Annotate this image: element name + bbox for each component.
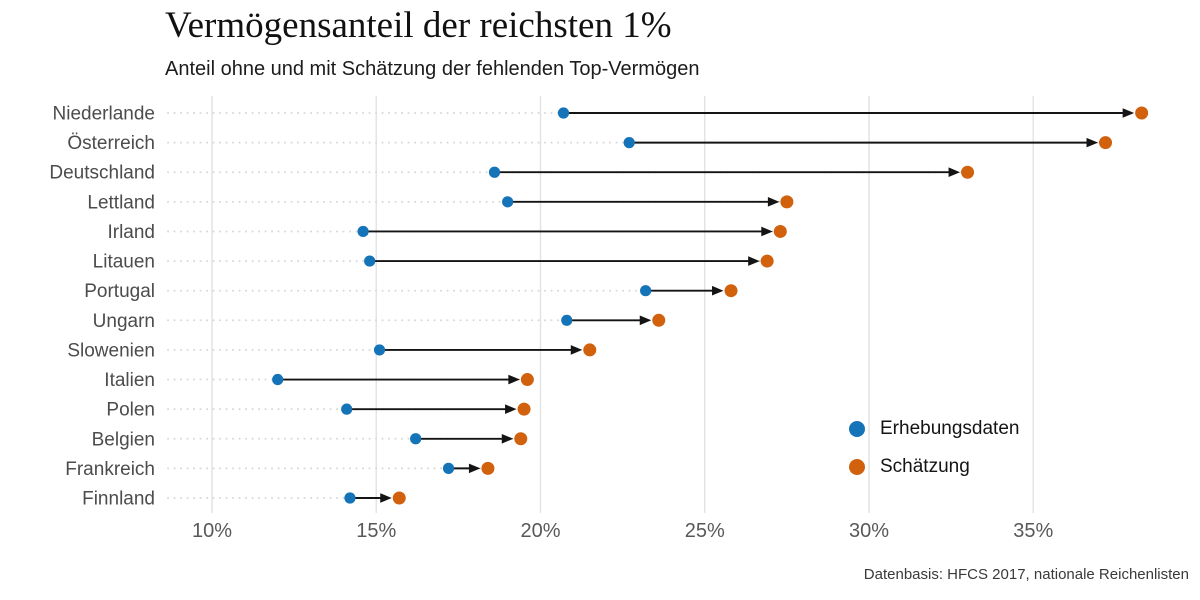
legend: Erhebungsdaten Schätzung — [849, 411, 1019, 484]
data-source-note: Datenbasis: HFCS 2017, nationale Reichen… — [863, 566, 1189, 583]
dot-schaetzung — [780, 195, 794, 209]
country-label: Lettland — [87, 192, 155, 213]
dot-schaetzung — [760, 254, 774, 268]
dot-schaetzung — [520, 373, 534, 387]
country-label: Frankreich — [65, 459, 155, 480]
schaetzung-dot-icon — [849, 458, 865, 475]
x-tick-label: 10% — [192, 520, 232, 542]
country-label: Deutschland — [49, 163, 155, 184]
legend-item-schaetzung: Schätzung — [849, 449, 1019, 484]
dot-schaetzung — [517, 402, 531, 416]
dot-erhebungsdaten — [344, 492, 356, 504]
arrowhead-icon — [508, 374, 520, 385]
country-label: Slowenien — [67, 340, 155, 361]
country-label: Portugal — [84, 281, 155, 302]
arrowhead-icon — [468, 463, 481, 474]
country-label: Österreich — [67, 133, 155, 154]
country-label: Belgien — [92, 429, 155, 450]
dot-schaetzung — [724, 284, 738, 298]
country-label: Irland — [107, 222, 155, 243]
country-label: Niederlande — [53, 104, 155, 125]
dot-schaetzung — [1135, 106, 1149, 120]
dot-erhebungsdaten — [442, 462, 455, 474]
arrowhead-icon — [1122, 108, 1135, 118]
dot-schaetzung — [652, 313, 666, 327]
arrowhead-icon — [948, 167, 961, 178]
x-tick-label: 25% — [685, 520, 725, 542]
dot-erhebungsdaten — [364, 255, 376, 267]
dot-erhebungsdaten — [341, 403, 353, 415]
dot-erhebungsdaten — [357, 225, 369, 238]
dot-erhebungsdaten — [488, 166, 501, 178]
dot-erhebungsdaten — [502, 196, 514, 208]
legend-label: Erhebungsdaten — [880, 417, 1020, 439]
dot-schaetzung — [392, 491, 406, 505]
legend-item-erhebungsdaten: Erhebungsdaten — [849, 411, 1019, 446]
country-label: Polen — [106, 400, 155, 421]
arrowhead-icon — [501, 433, 514, 444]
arrowhead-icon — [380, 493, 392, 503]
dot-erhebungsdaten — [640, 285, 652, 297]
country-label: Litauen — [93, 252, 155, 273]
x-tick-label: 15% — [356, 520, 396, 542]
arrowhead-icon — [761, 226, 773, 237]
arrowhead-icon — [570, 345, 583, 355]
arrowhead-icon — [1086, 137, 1099, 148]
dot-schaetzung — [583, 343, 597, 357]
dot-erhebungsdaten — [410, 433, 422, 445]
arrowhead-icon — [712, 285, 724, 296]
dot-schaetzung — [961, 165, 975, 179]
dot-schaetzung — [481, 461, 495, 475]
erhebungsdaten-dot-icon — [849, 420, 865, 437]
country-label: Italien — [104, 370, 155, 391]
x-tick-label: 20% — [520, 520, 560, 542]
legend-label: Schätzung — [880, 455, 970, 477]
chart-title: Vermögensanteil der reichsten 1% — [165, 5, 672, 46]
arrowhead-icon — [639, 315, 652, 326]
dot-schaetzung — [1099, 136, 1113, 150]
dot-erhebungsdaten — [557, 107, 570, 119]
x-tick-label: 35% — [1013, 520, 1053, 542]
arrowhead-icon — [767, 197, 780, 207]
dot-erhebungsdaten — [623, 137, 635, 149]
dot-erhebungsdaten — [561, 314, 573, 326]
dot-erhebungsdaten — [373, 344, 386, 356]
arrowhead-icon — [748, 256, 760, 266]
country-label: Finnland — [82, 488, 155, 509]
chart-subtitle: Anteil ohne und mit Schätzung der fehlen… — [165, 58, 700, 80]
dot-schaetzung — [773, 224, 787, 238]
x-tick-label: 30% — [849, 520, 889, 542]
country-label: Ungarn — [93, 311, 155, 332]
arrowhead-icon — [505, 404, 517, 414]
dot-erhebungsdaten — [272, 373, 284, 386]
dot-schaetzung — [514, 432, 528, 446]
